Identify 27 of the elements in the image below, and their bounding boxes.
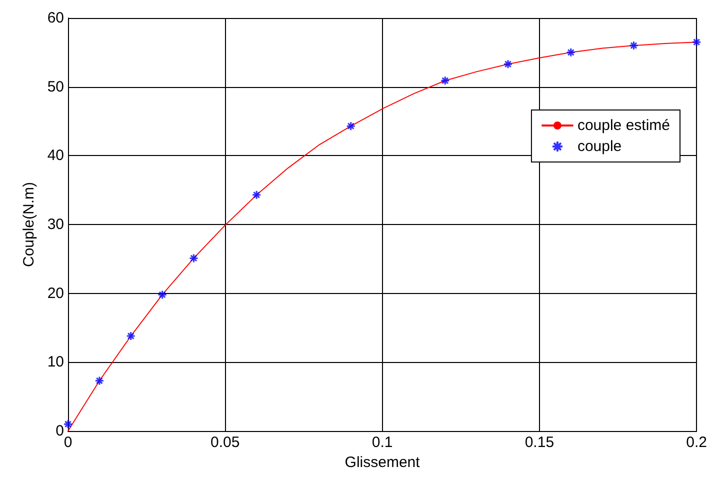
y-axis-title: Couple(N.m)	[20, 182, 38, 268]
point	[440, 76, 450, 86]
point	[158, 290, 168, 300]
y-tick-label: 40	[47, 147, 64, 164]
x-tick-label: 0.1	[372, 434, 393, 451]
x-tick-label: 0.15	[524, 434, 554, 451]
point	[692, 37, 702, 47]
y-tick-label: 20	[47, 284, 64, 302]
point	[252, 190, 262, 200]
point	[628, 40, 638, 50]
legend-label: couple estimé	[577, 117, 670, 134]
point	[188, 253, 198, 263]
legend-label: couple	[577, 138, 622, 155]
y-tick-label: 50	[47, 78, 64, 96]
point	[503, 59, 513, 69]
point	[94, 376, 104, 386]
x-tick-label: 0.05	[210, 434, 240, 451]
point	[566, 48, 576, 58]
y-tick-label: 0	[56, 422, 64, 440]
y-tick-label: 10	[47, 354, 64, 371]
point	[346, 121, 356, 131]
y-tick-label: 30	[47, 216, 64, 233]
x-axis-title: Glissement	[344, 454, 421, 471]
y-tick-label: 60	[47, 10, 64, 26]
point	[63, 419, 73, 429]
point	[126, 331, 136, 341]
x-tick-label: 0.2	[686, 434, 708, 451]
